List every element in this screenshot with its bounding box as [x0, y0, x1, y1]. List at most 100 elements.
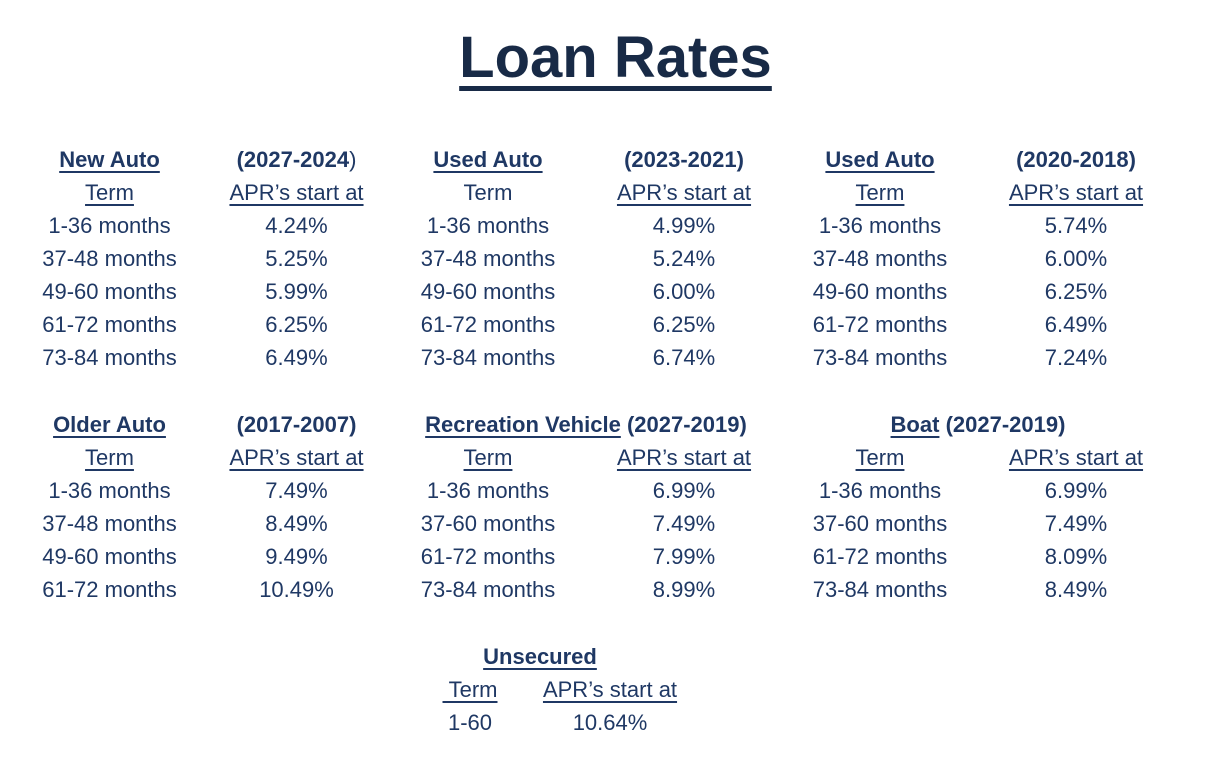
table-period: (2027-2024) — [203, 143, 390, 176]
apr-cell: 5.24% — [652, 246, 716, 272]
term-cell: 61-72 months — [420, 312, 556, 338]
apr-cell: 7.49% — [652, 511, 716, 537]
apr-header-text: APR’s start at — [616, 445, 752, 471]
apr-cell: 6.49% — [265, 345, 328, 371]
term-cell: 49-60 months — [42, 279, 177, 305]
term-header-text: Term — [855, 180, 905, 206]
table-name-text: New Auto — [59, 147, 160, 173]
apr-cell: 6.00% — [1044, 246, 1108, 272]
apr-cell: 8.99% — [652, 577, 716, 603]
term-header-text: Term — [85, 445, 134, 471]
apr-cell: 10.49% — [259, 577, 334, 603]
apr-cell: 8.49% — [265, 511, 328, 537]
term-cell: 61-72 months — [42, 577, 177, 603]
table-period-text: (2027-2019) — [626, 412, 747, 438]
apr-cell: 6.25% — [652, 312, 716, 338]
apr-header-text: APR’s start at — [1008, 180, 1144, 206]
apr-cell: 5.74% — [1044, 213, 1108, 239]
apr-header-text: APR’s start at — [1008, 445, 1144, 471]
term-cell: 61-72 months — [812, 544, 948, 570]
term-cell: 61-72 months — [420, 544, 556, 570]
table-name: Used Auto — [390, 143, 586, 176]
term-header-text: Term — [85, 180, 134, 206]
term-cell: 49-60 months — [42, 544, 177, 570]
table-name-text: Boat — [890, 412, 940, 438]
apr-cell: 6.74% — [652, 345, 716, 371]
term-cell: 37-60 months — [420, 511, 556, 537]
term-column-header: Term — [16, 441, 203, 474]
apr-column-header: APR’s start at — [978, 176, 1174, 209]
page-title: Loan Rates — [0, 20, 1231, 95]
table-name-text: Recreation Vehicle — [425, 412, 621, 438]
apr-cell: 6.99% — [1044, 478, 1108, 504]
term-column-header: Term — [400, 673, 540, 706]
term-cell: 49-60 months — [420, 279, 556, 305]
table-name: New Auto — [16, 143, 203, 176]
term-header-text: Term — [855, 445, 905, 471]
term-cell: 37-60 months — [812, 511, 948, 537]
table-name-text: Older Auto — [53, 412, 166, 438]
rate-table-used-auto: Used Auto (2023-2021) Term APR’s start at 1-… — [390, 143, 782, 374]
apr-cell: 6.25% — [1044, 279, 1108, 305]
table-name-text: Unsecured — [483, 644, 597, 670]
term-cell: 37-48 months — [42, 511, 177, 537]
apr-header-text: APR’s start at — [229, 180, 364, 206]
term-header-text: Term — [463, 180, 513, 206]
term-cell: 73-84 months — [420, 345, 556, 371]
table-title: Recreation Vehicle (2027-2019) — [390, 408, 782, 441]
term-cell: 37-48 months — [42, 246, 177, 272]
table-period: (2023-2021) — [586, 143, 782, 176]
table-period-tail: ) — [349, 147, 357, 173]
apr-column-header: APR’s start at — [586, 176, 782, 209]
term-cell: 1-36 months — [426, 478, 550, 504]
term-cell: 73-84 months — [812, 345, 948, 371]
apr-header-text: APR’s start at — [542, 677, 678, 703]
term-cell: 61-72 months — [812, 312, 948, 338]
term-column-header: Term — [16, 176, 203, 209]
term-cell: 49-60 months — [812, 279, 948, 305]
table-period-text: (2020-2018) — [1016, 147, 1136, 173]
apr-column-header: APR’s start at — [586, 441, 782, 474]
rate-tables-grid: New Auto (2027-2024) Term APR’s start at 1-3… — [0, 143, 1231, 739]
table-name-text: Used Auto — [433, 147, 543, 173]
term-column-header: Term — [390, 176, 586, 209]
term-cell: 1-60 — [447, 710, 493, 736]
apr-cell: 6.25% — [265, 312, 328, 338]
apr-cell: 4.24% — [265, 213, 328, 239]
table-name: Older Auto — [16, 408, 203, 441]
table-name: Used Auto — [782, 143, 978, 176]
apr-cell: 6.00% — [652, 279, 716, 305]
table-period-text: (2017-2007) — [236, 412, 357, 438]
apr-column-header: APR’s start at — [540, 673, 680, 706]
table-period-text: (2023-2021) — [624, 147, 744, 173]
term-cell: 73-84 months — [420, 577, 556, 603]
apr-header-text: APR’s start at — [229, 445, 364, 471]
table-period-text: (2027-2024 — [236, 147, 350, 173]
apr-cell: 5.99% — [265, 279, 328, 305]
apr-cell: 5.25% — [265, 246, 328, 272]
term-cell: 61-72 months — [42, 312, 177, 338]
page-title-text: Loan Rates — [459, 25, 772, 90]
table-name-text: Used Auto — [825, 147, 935, 173]
rate-table-boat: Boat (2027-2019) Term APR’s start at 1-36 m… — [782, 408, 1174, 606]
rate-table-unsecured: Unsecured Term APR’s start at 1-60 10.64% — [400, 640, 680, 739]
apr-cell: 6.49% — [1044, 312, 1108, 338]
term-header-text: Term — [463, 445, 513, 471]
apr-cell: 7.49% — [265, 478, 328, 504]
term-cell: 1-36 months — [818, 478, 942, 504]
apr-cell: 6.99% — [652, 478, 716, 504]
rate-table-used-auto: Used Auto (2020-2018) Term APR’s start at 1-… — [782, 143, 1174, 374]
table-title: Boat (2027-2019) — [782, 408, 1174, 441]
term-column-header: Term — [782, 441, 978, 474]
apr-column-header: APR’s start at — [203, 441, 390, 474]
term-cell: 1-36 months — [48, 213, 171, 239]
apr-cell: 8.49% — [1044, 577, 1108, 603]
table-period: (2017-2007) — [203, 408, 390, 441]
rate-table-recreation-vehicle: Recreation Vehicle (2027-2019) Term APR’s … — [390, 408, 782, 606]
term-column-header: Term — [782, 176, 978, 209]
term-cell: 37-48 months — [420, 246, 556, 272]
term-cell: 73-84 months — [42, 345, 177, 371]
term-cell: 73-84 months — [812, 577, 948, 603]
apr-cell: 7.49% — [1044, 511, 1108, 537]
apr-column-header: APR’s start at — [978, 441, 1174, 474]
